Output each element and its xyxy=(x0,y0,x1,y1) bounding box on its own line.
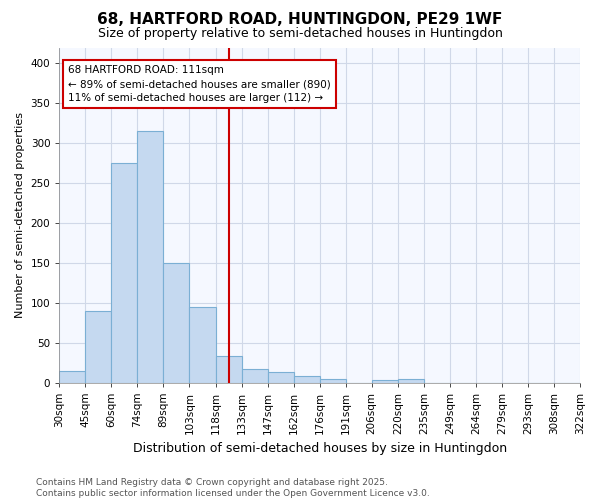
Y-axis label: Number of semi-detached properties: Number of semi-detached properties xyxy=(15,112,25,318)
Bar xyxy=(242,369,268,382)
X-axis label: Distribution of semi-detached houses by size in Huntingdon: Distribution of semi-detached houses by … xyxy=(133,442,507,455)
Text: Size of property relative to semi-detached houses in Huntingdon: Size of property relative to semi-detach… xyxy=(98,28,502,40)
Bar xyxy=(268,372,293,382)
Bar xyxy=(293,376,320,382)
Bar xyxy=(163,263,190,382)
Text: Contains HM Land Registry data © Crown copyright and database right 2025.
Contai: Contains HM Land Registry data © Crown c… xyxy=(36,478,430,498)
Bar xyxy=(320,380,346,382)
Bar xyxy=(59,370,85,382)
Bar xyxy=(398,378,424,382)
Text: 68, HARTFORD ROAD, HUNTINGDON, PE29 1WF: 68, HARTFORD ROAD, HUNTINGDON, PE29 1WF xyxy=(97,12,503,28)
Bar xyxy=(85,310,112,382)
Bar xyxy=(190,306,215,382)
Bar xyxy=(112,163,137,382)
Bar xyxy=(372,380,398,382)
Text: 68 HARTFORD ROAD: 111sqm
← 89% of semi-detached houses are smaller (890)
11% of : 68 HARTFORD ROAD: 111sqm ← 89% of semi-d… xyxy=(68,65,331,103)
Bar xyxy=(137,132,163,382)
Bar xyxy=(215,356,242,382)
